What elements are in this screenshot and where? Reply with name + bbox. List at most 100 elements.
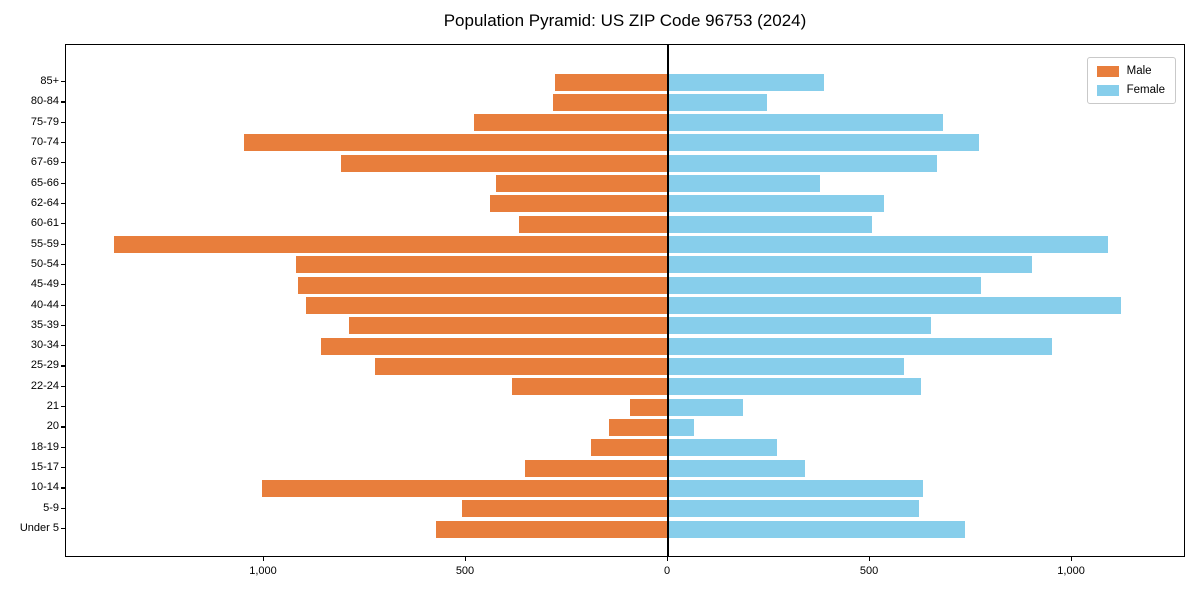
y-tick-mark bbox=[61, 202, 65, 205]
female-bar-22-24 bbox=[668, 378, 921, 396]
female-bar-Under 5 bbox=[668, 520, 965, 538]
male-bar-45-49 bbox=[298, 276, 668, 294]
y-tick-label: 40-44 bbox=[30, 298, 59, 311]
male-bar-60-61 bbox=[518, 215, 668, 233]
x-tick-mark bbox=[262, 557, 265, 561]
x-tick-mark bbox=[869, 557, 871, 561]
y-tick-mark bbox=[61, 426, 65, 428]
female-bar-70-74 bbox=[668, 134, 980, 152]
female-color-swatch bbox=[1096, 84, 1119, 96]
female-bar-35-39 bbox=[668, 317, 931, 335]
y-tick-mark bbox=[61, 528, 65, 530]
zero-axis-line bbox=[667, 45, 669, 556]
plot-area: Male Female bbox=[65, 44, 1185, 557]
y-tick-mark bbox=[61, 365, 65, 367]
y-tick-label: 15-17 bbox=[30, 461, 59, 474]
x-tick-label: 0 bbox=[663, 565, 671, 577]
female-bar-21 bbox=[668, 398, 743, 416]
y-tick-label: 60-61 bbox=[30, 217, 59, 230]
x-tick-mark bbox=[667, 557, 669, 561]
y-tick-mark bbox=[61, 263, 65, 266]
female-bar-18-19 bbox=[668, 439, 778, 457]
y-tick-label: 50-54 bbox=[30, 257, 59, 270]
y-tick-label: 62-64 bbox=[30, 196, 59, 209]
legend: Male Female bbox=[1086, 57, 1176, 104]
x-tick-label: 1,000 bbox=[249, 565, 277, 577]
female-bar-25-29 bbox=[668, 357, 905, 375]
y-tick-label: Under 5 bbox=[19, 522, 59, 535]
y-tick-mark bbox=[61, 487, 65, 489]
legend-item-male: Male bbox=[1096, 65, 1165, 77]
male-bar-21 bbox=[629, 398, 668, 416]
y-tick-mark bbox=[61, 81, 65, 83]
female-bar-20 bbox=[668, 418, 695, 436]
male-bar-65-66 bbox=[496, 175, 668, 193]
y-tick-mark bbox=[61, 223, 65, 225]
y-tick-label: 85+ bbox=[40, 75, 59, 87]
female-bar-10-14 bbox=[668, 479, 923, 497]
y-tick-mark bbox=[61, 101, 65, 103]
y-tick-mark bbox=[61, 507, 65, 509]
y-tick-label: 70-74 bbox=[30, 135, 59, 148]
male-bar-50-54 bbox=[296, 256, 668, 274]
female-bar-75-79 bbox=[668, 114, 943, 132]
female-bar-5-9 bbox=[668, 500, 919, 518]
female-bar-85+ bbox=[668, 73, 824, 91]
male-color-swatch bbox=[1096, 65, 1119, 77]
female-bar-67-69 bbox=[668, 154, 937, 172]
female-bar-80-84 bbox=[668, 93, 767, 111]
male-bar-75-79 bbox=[474, 114, 669, 132]
y-tick-label: 65-66 bbox=[30, 176, 59, 189]
female-bar-15-17 bbox=[668, 459, 806, 477]
x-tick-label: 500 bbox=[859, 565, 879, 577]
male-bar-55-59 bbox=[114, 236, 669, 254]
female-bar-40-44 bbox=[668, 297, 1121, 315]
y-tick-mark bbox=[61, 304, 65, 306]
chart-title: Population Pyramid: US ZIP Code 96753 (2… bbox=[443, 11, 807, 30]
male-bar-85+ bbox=[554, 73, 668, 91]
y-tick-label: 21 bbox=[46, 400, 59, 413]
legend-label-female: Female bbox=[1126, 84, 1165, 96]
x-tick-label: 500 bbox=[455, 565, 475, 577]
male-bar-62-64 bbox=[490, 195, 668, 213]
y-tick-mark bbox=[61, 243, 65, 245]
y-tick-mark bbox=[61, 324, 65, 327]
y-tick-label: 30-34 bbox=[30, 339, 59, 352]
y-tick-label: 55-59 bbox=[30, 237, 59, 250]
female-bar-55-59 bbox=[668, 236, 1109, 254]
male-bar-70-74 bbox=[243, 134, 668, 152]
y-tick-label: 5-9 bbox=[43, 501, 59, 514]
female-bar-30-34 bbox=[668, 337, 1052, 355]
female-bar-45-49 bbox=[668, 276, 982, 294]
male-bar-5-9 bbox=[461, 500, 668, 518]
female-bar-62-64 bbox=[668, 195, 885, 213]
y-tick-mark bbox=[61, 162, 65, 164]
y-tick-mark bbox=[61, 182, 65, 184]
y-tick-label: 80-84 bbox=[30, 95, 59, 108]
y-tick-label: 20 bbox=[46, 420, 59, 433]
y-tick-label: 75-79 bbox=[30, 115, 59, 128]
y-tick-label: 18-19 bbox=[30, 440, 59, 453]
y-tick-mark bbox=[61, 345, 65, 347]
x-tick-label: 1,000 bbox=[1057, 565, 1085, 577]
y-tick-label: 45-49 bbox=[30, 278, 59, 291]
male-bar-22-24 bbox=[512, 378, 668, 396]
male-bar-Under 5 bbox=[435, 520, 668, 538]
male-bar-10-14 bbox=[261, 479, 668, 497]
female-bar-50-54 bbox=[668, 256, 1032, 274]
y-tick-mark bbox=[61, 121, 65, 123]
y-tick-label: 10-14 bbox=[30, 481, 59, 494]
legend-label-male: Male bbox=[1126, 65, 1152, 77]
male-bar-25-29 bbox=[375, 357, 668, 375]
male-bar-67-69 bbox=[340, 154, 668, 172]
male-bar-30-34 bbox=[320, 337, 668, 355]
male-bar-35-39 bbox=[348, 317, 669, 335]
y-tick-label: 67-69 bbox=[30, 156, 59, 169]
female-bar-60-61 bbox=[668, 215, 873, 233]
y-tick-mark bbox=[61, 385, 65, 387]
y-tick-mark bbox=[61, 141, 65, 144]
y-tick-mark bbox=[61, 284, 65, 286]
y-tick-mark bbox=[61, 406, 65, 408]
y-tick-label: 22-24 bbox=[30, 379, 59, 392]
y-tick-mark bbox=[61, 446, 65, 448]
